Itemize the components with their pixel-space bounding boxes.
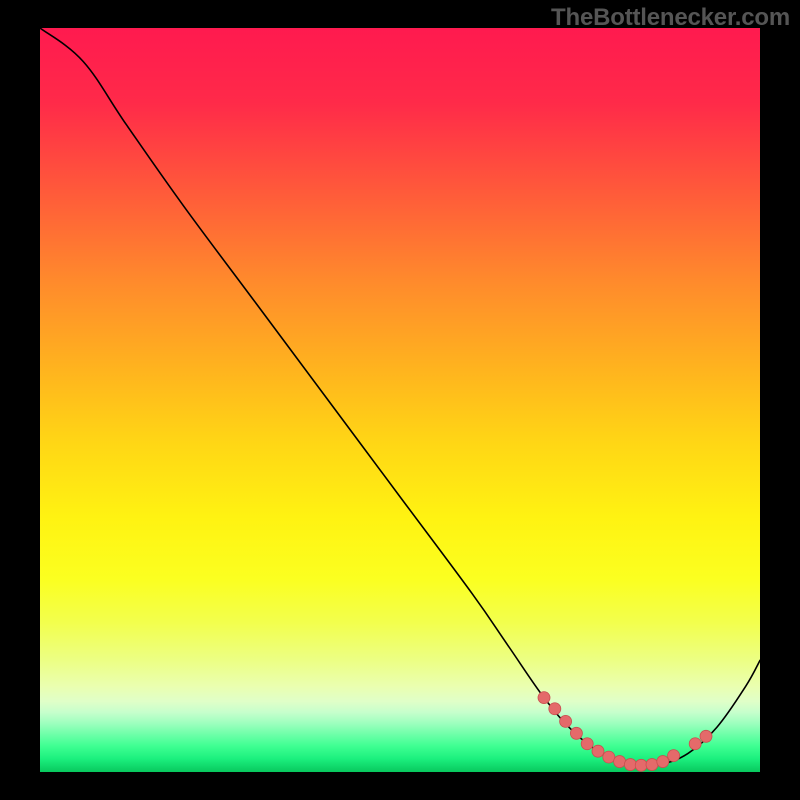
data-marker — [657, 756, 669, 768]
data-marker — [581, 738, 593, 750]
data-marker — [603, 751, 615, 763]
data-marker — [635, 759, 647, 771]
data-marker — [538, 692, 550, 704]
data-marker — [689, 738, 701, 750]
bottleneck-chart — [0, 0, 800, 800]
data-marker — [570, 727, 582, 739]
data-marker — [624, 759, 636, 771]
chart-gradient-background — [40, 28, 760, 772]
data-marker — [592, 745, 604, 757]
data-marker — [668, 750, 680, 762]
watermark-text: TheBottlenecker.com — [551, 4, 790, 32]
data-marker — [700, 730, 712, 742]
data-marker — [549, 703, 561, 715]
data-marker — [614, 756, 626, 768]
data-marker — [560, 715, 572, 727]
data-marker — [646, 759, 658, 771]
